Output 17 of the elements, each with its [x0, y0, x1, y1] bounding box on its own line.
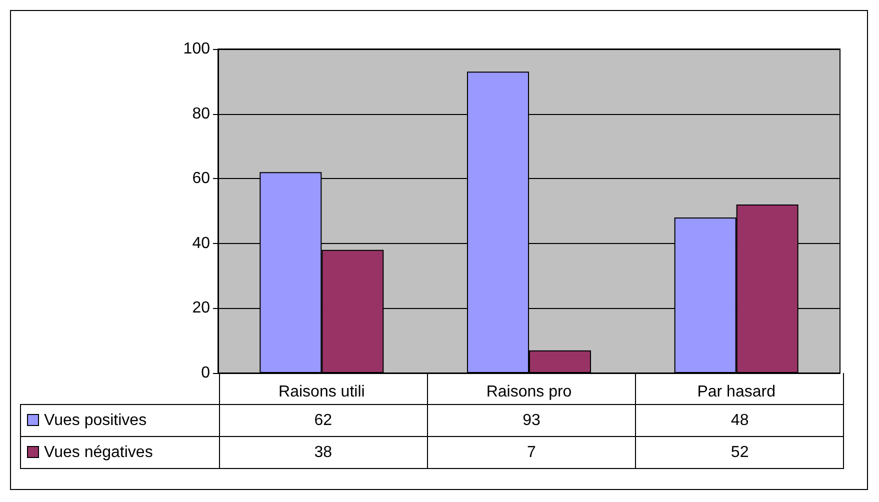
data-label: 52 — [636, 436, 844, 468]
x-tick-label: Par hasard — [697, 384, 776, 400]
data-label: 7 — [427, 436, 636, 468]
data-label: 62 — [219, 404, 428, 436]
data-label: 48 — [636, 404, 844, 436]
legend-label: Vues positives — [20, 404, 219, 436]
data-label: 93 — [427, 404, 636, 436]
y-tick-label: 40 — [192, 234, 210, 252]
y-tick-label: 80 — [192, 105, 210, 122]
y-tick-label: 0 — [201, 364, 210, 382]
y-tick-label: 20 — [192, 300, 210, 317]
y-tick-label: 100 — [183, 40, 210, 58]
legend-label: Vues négatives — [20, 436, 219, 468]
y-tick-label: 60 — [192, 170, 210, 188]
x-tick-label: Raisons utili — [278, 384, 365, 400]
x-tick-label: Raisons pro — [486, 384, 572, 400]
data-label: 38 — [219, 436, 428, 468]
